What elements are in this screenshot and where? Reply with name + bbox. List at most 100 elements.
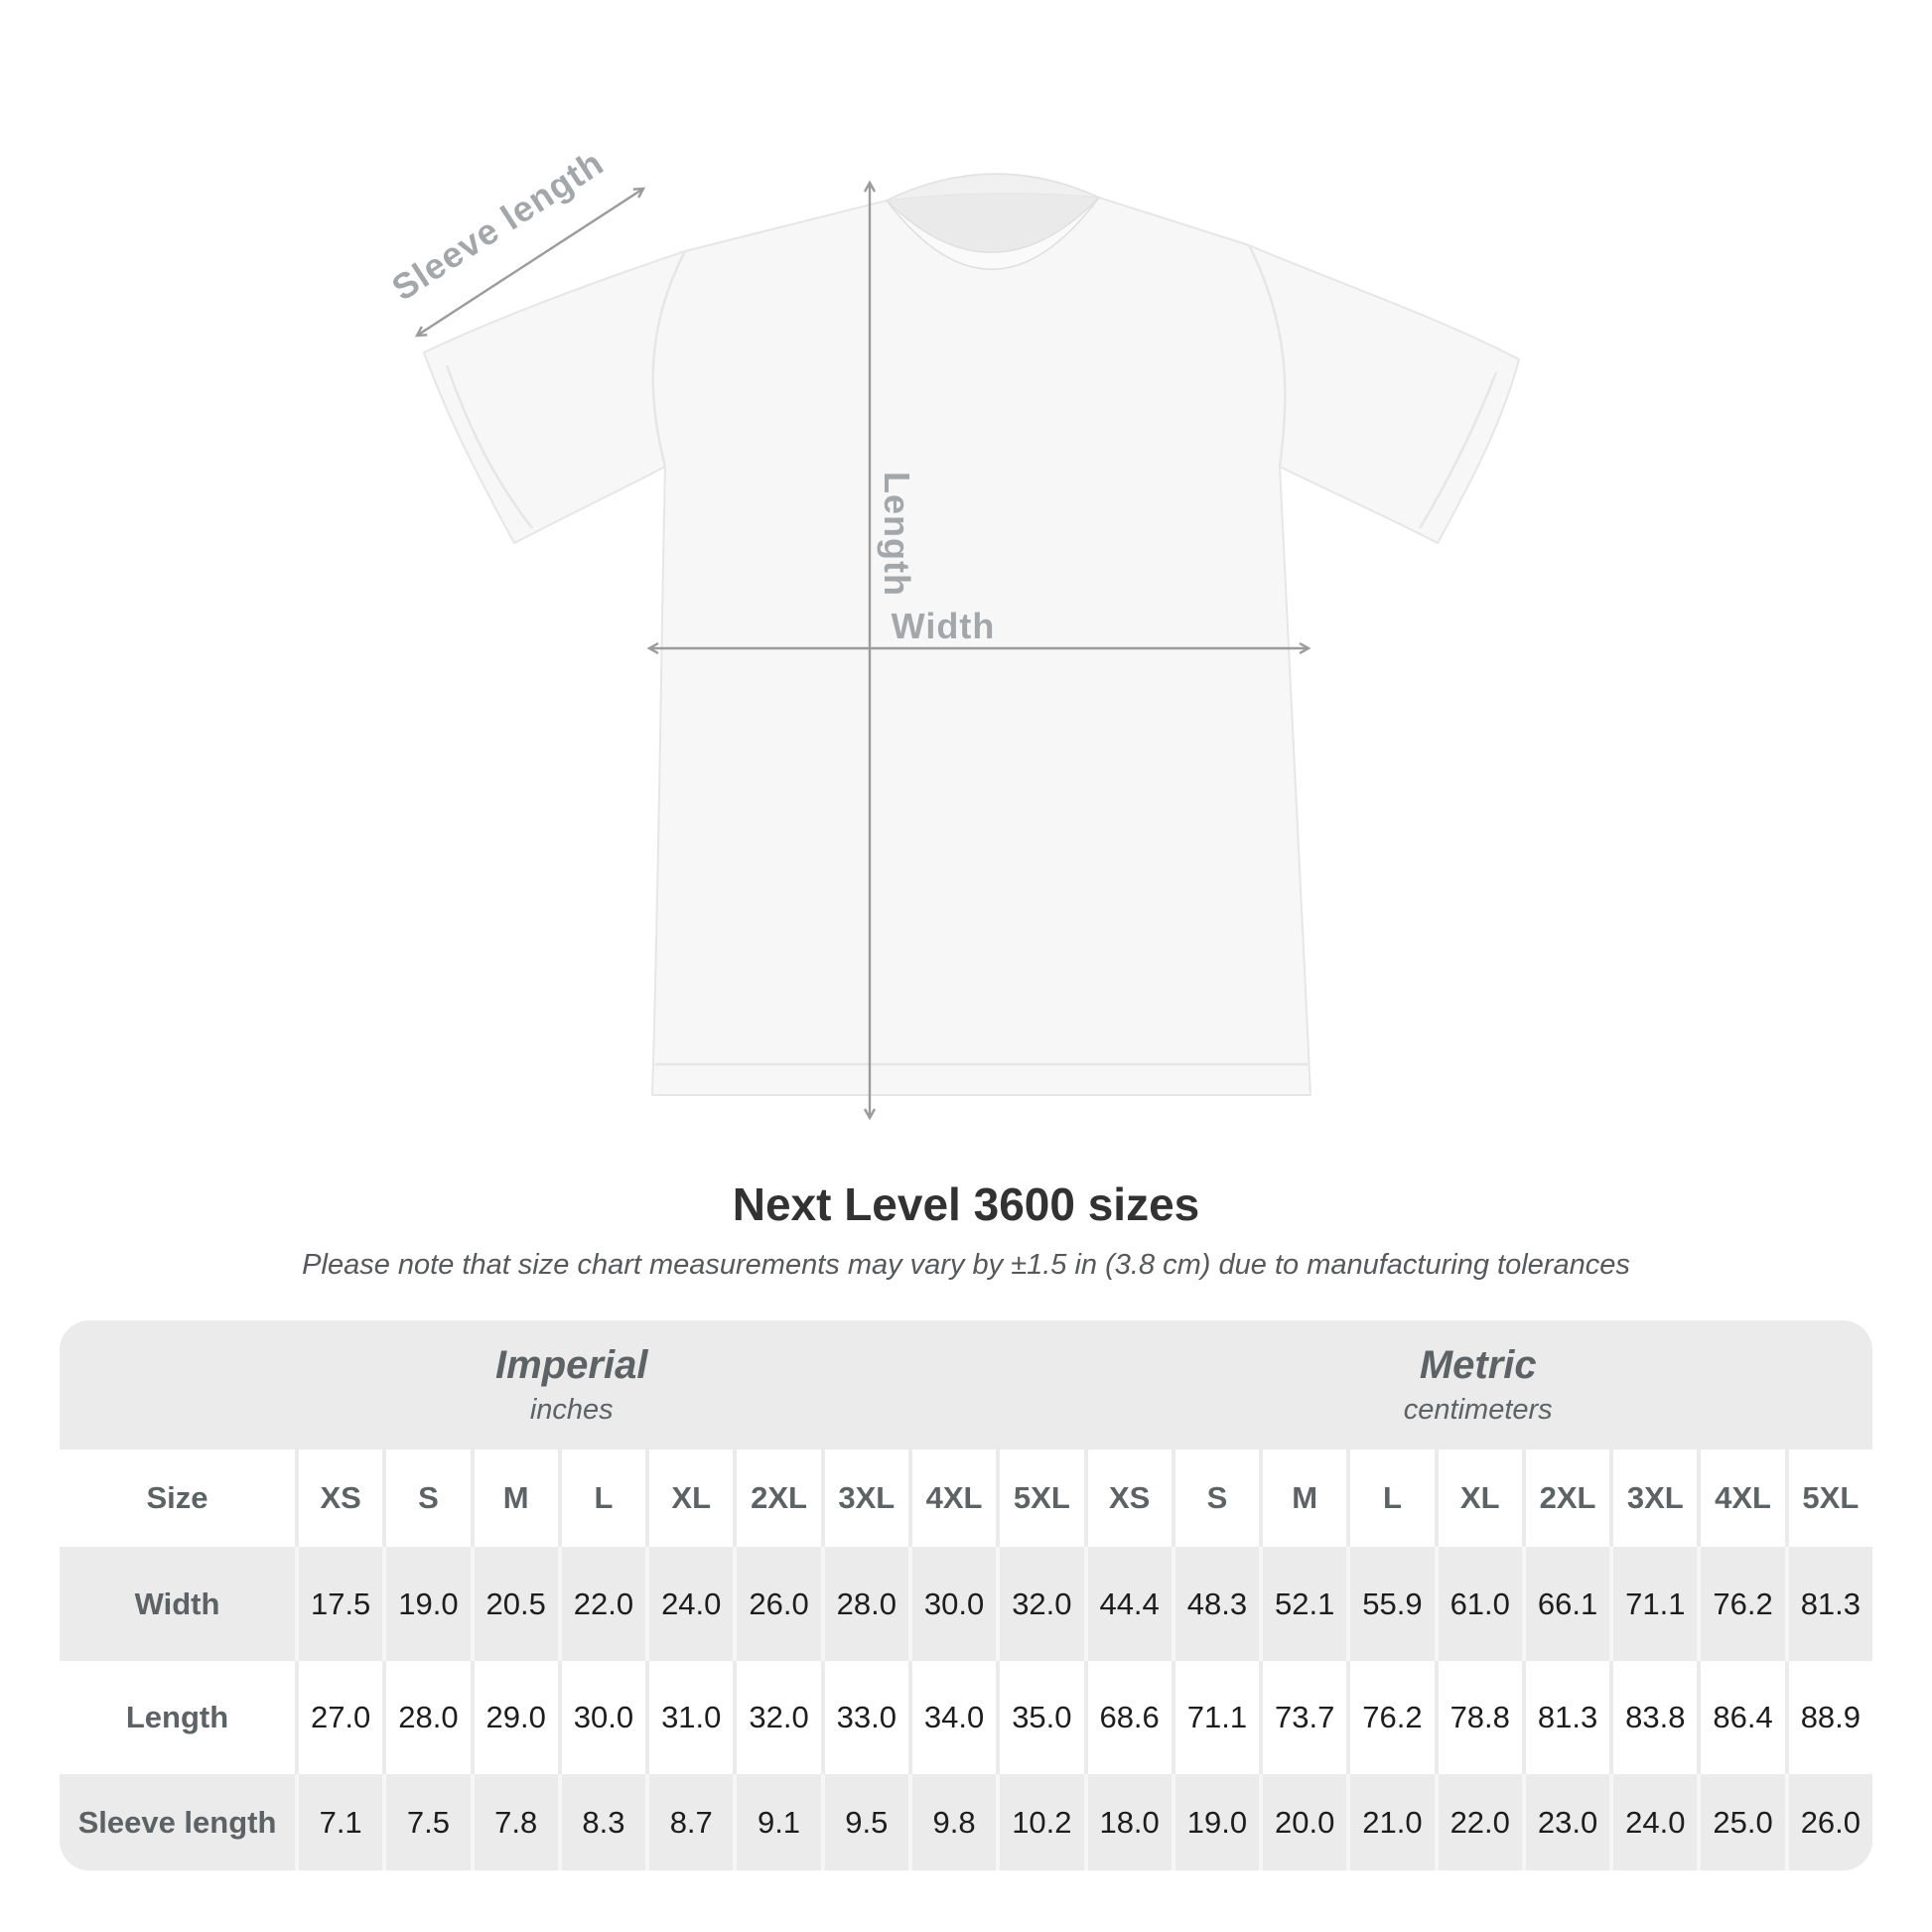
table-cell: 33.0 [820, 1661, 908, 1774]
table-cell: 19.0 [1171, 1774, 1260, 1870]
size-header-cell: M [470, 1449, 558, 1547]
table-cell: 76.2 [1346, 1661, 1435, 1774]
table-cell: 24.0 [1609, 1774, 1698, 1870]
table-cell: 28.0 [820, 1547, 908, 1661]
size-header-cell: S [1171, 1449, 1260, 1547]
size-header-cell: L [557, 1449, 646, 1547]
length-label: Length [877, 472, 917, 597]
tshirt-measurement-diagram: Sleeve length Length Width [0, 142, 1520, 1172]
table-cell: 88.9 [1784, 1661, 1872, 1774]
size-header-cell: XS [1083, 1449, 1172, 1547]
size-header-cell: 2XL [733, 1449, 821, 1547]
imperial-group-unit: inches [529, 1394, 614, 1426]
size-header-cell: XL [645, 1449, 734, 1547]
size-col-header: Size [60, 1449, 295, 1547]
size-header-cell: L [1346, 1449, 1435, 1547]
table-cell: 21.0 [1346, 1774, 1435, 1870]
table-cell: 86.4 [1697, 1661, 1785, 1774]
table-cell: 35.0 [996, 1661, 1084, 1774]
size-header-cell: XL [1434, 1449, 1522, 1547]
imperial-group-name: Imperial [495, 1343, 648, 1387]
table-cell: 44.4 [1083, 1547, 1172, 1661]
tshirt-illustration [0, 173, 1520, 1172]
table-cell: 26.0 [733, 1547, 821, 1661]
table-cell: 34.0 [907, 1661, 997, 1774]
tshirt-shape [423, 173, 1520, 1096]
table-cell: 48.3 [1171, 1547, 1260, 1661]
table-cell: 18.0 [1083, 1774, 1172, 1870]
size-header-cell: M [1259, 1449, 1347, 1547]
table-cell: 7.8 [470, 1774, 558, 1870]
table-cell: 22.0 [1434, 1774, 1522, 1870]
table-cell: 78.8 [1434, 1661, 1522, 1774]
table-cell: 66.1 [1521, 1547, 1610, 1661]
row-label: Length [60, 1661, 295, 1774]
table-cell: 55.9 [1346, 1547, 1435, 1661]
table-cell: 8.7 [645, 1774, 734, 1870]
table-cell: 22.0 [557, 1547, 646, 1661]
table-cell: 81.3 [1521, 1661, 1610, 1774]
size-header-cell: 3XL [820, 1449, 908, 1547]
table-cell: 83.8 [1609, 1661, 1698, 1774]
table-cell: 25.0 [1697, 1774, 1785, 1870]
table-cell: 19.0 [382, 1547, 471, 1661]
row-label: Sleeve length [60, 1774, 295, 1870]
table-cell: 20.0 [1259, 1774, 1347, 1870]
metric-group-header: Metric centimeters [1084, 1320, 1873, 1449]
table-cell: 30.0 [907, 1547, 997, 1661]
table-cell: 24.0 [645, 1547, 734, 1661]
table-cell: 8.3 [557, 1774, 646, 1870]
size-header-cell: 2XL [1521, 1449, 1610, 1547]
size-header-cell: 4XL [1697, 1449, 1785, 1547]
size-header-cell: 4XL [907, 1449, 997, 1547]
table-cell: 26.0 [1784, 1774, 1872, 1870]
table-cell: 9.8 [907, 1774, 997, 1870]
collar-front-band [886, 197, 1100, 270]
size-header-cell: XS [295, 1449, 383, 1547]
table-cell: 29.0 [470, 1661, 558, 1774]
table-cell: 68.6 [1083, 1661, 1172, 1774]
tolerance-note: Please note that size chart measurements… [302, 1249, 1630, 1281]
table-cell: 52.1 [1259, 1547, 1347, 1661]
size-header-cell: S [382, 1449, 471, 1547]
imperial-group-header: Imperial inches [60, 1320, 1084, 1449]
size-header-cell: 5XL [1784, 1449, 1872, 1547]
row-label: Width [60, 1547, 295, 1661]
table-cell: 27.0 [295, 1661, 383, 1774]
unit-group-row: Imperial inches Metric centimeters [60, 1320, 1872, 1449]
size-header-cell: 5XL [996, 1449, 1084, 1547]
table-cell: 81.3 [1784, 1547, 1872, 1661]
measurement-arrows [417, 183, 1309, 1118]
table-row-length: Length 27.0 28.0 29.0 30.0 31.0 32.0 33.… [60, 1661, 1872, 1774]
page-title: Next Level 3600 sizes [732, 1178, 1200, 1230]
table-cell: 9.1 [733, 1774, 821, 1870]
table-cell: 71.1 [1609, 1547, 1698, 1661]
table-cell: 9.5 [820, 1774, 908, 1870]
table-cell: 17.5 [295, 1547, 383, 1661]
table-cell: 30.0 [557, 1661, 646, 1774]
table-cell: 10.2 [996, 1774, 1084, 1870]
table-cell: 32.0 [996, 1547, 1084, 1661]
table-cell: 7.5 [382, 1774, 471, 1870]
table-cell: 32.0 [733, 1661, 821, 1774]
table-cell: 71.1 [1171, 1661, 1260, 1774]
table-cell: 76.2 [1697, 1547, 1785, 1661]
table-row-sleeve-length: Sleeve length 7.1 7.5 7.8 8.3 8.7 9.1 9.… [60, 1774, 1872, 1870]
size-header-cell: 3XL [1609, 1449, 1698, 1547]
table-row-width: Width 17.5 19.0 20.5 22.0 24.0 26.0 28.0… [60, 1547, 1872, 1661]
sleeve-length-arrow [417, 189, 643, 336]
width-label: Width [891, 606, 996, 646]
size-table: Imperial inches Metric centimeters Size … [60, 1320, 1872, 1870]
table-cell: 20.5 [470, 1547, 558, 1661]
table-cell: 61.0 [1434, 1547, 1522, 1661]
table-cell: 7.1 [295, 1774, 383, 1870]
table-cell: 28.0 [382, 1661, 471, 1774]
table-cell: 23.0 [1521, 1774, 1610, 1870]
metric-group-name: Metric [1419, 1343, 1537, 1387]
metric-group-unit: centimeters [1403, 1394, 1553, 1426]
table-cell: 73.7 [1259, 1661, 1347, 1774]
size-header-row: Size XS S M L XL 2XL 3XL 4XL 5XL XS S M … [60, 1449, 1872, 1547]
table-cell: 31.0 [645, 1661, 734, 1774]
shirt-seams [445, 244, 1498, 1066]
